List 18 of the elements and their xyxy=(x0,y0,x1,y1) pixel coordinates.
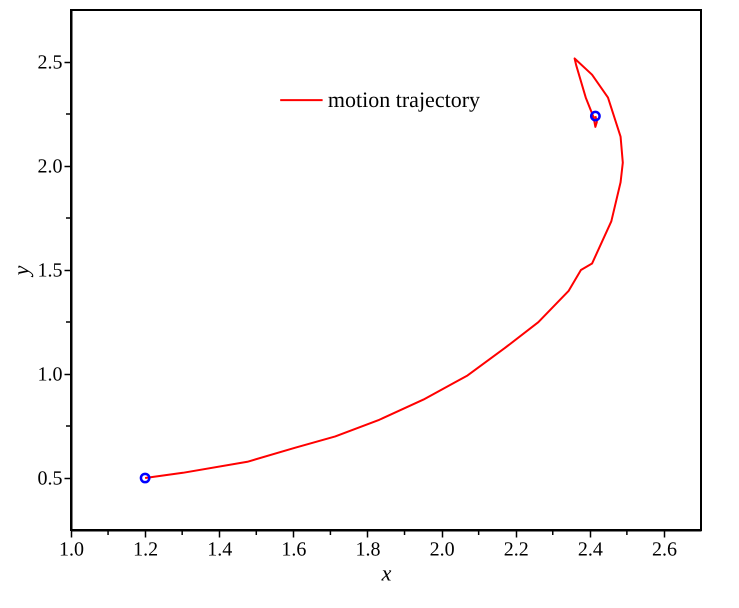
y-axis-title: y xyxy=(8,265,34,278)
line-series xyxy=(144,57,624,479)
x-axis-title: x xyxy=(380,560,392,586)
x-tick-label: 2.6 xyxy=(652,538,677,560)
y-tick-label: 2.0 xyxy=(38,156,62,178)
x-tick-label: 1.0 xyxy=(59,538,84,560)
y-tick-label: 2.5 xyxy=(38,52,62,74)
x-tick-label: 1.4 xyxy=(207,538,232,560)
x-tick-label: 1.6 xyxy=(281,538,306,560)
legend-label: motion trajectory xyxy=(328,87,480,112)
x-tick-label: 2.0 xyxy=(430,538,455,560)
y-tick-label: 1.5 xyxy=(38,260,62,282)
y-tick-label: 1.0 xyxy=(38,364,62,386)
y-tick-label: 0.5 xyxy=(38,468,62,490)
x-tick-label: 1.2 xyxy=(133,538,158,560)
x-tick-label: 2.4 xyxy=(578,538,603,560)
x-tick-label: 1.8 xyxy=(355,538,380,560)
x-tick-label: 2.2 xyxy=(504,538,529,560)
